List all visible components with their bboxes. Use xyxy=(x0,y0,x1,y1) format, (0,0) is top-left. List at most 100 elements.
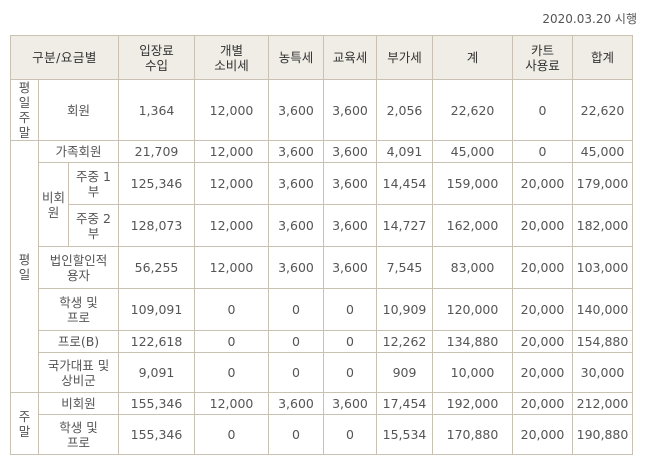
cell-subtotal: 162,000 xyxy=(432,204,513,247)
cell-education-tax: 0 xyxy=(323,330,377,353)
cell-special-tax: 3,600 xyxy=(268,204,324,247)
cell-excise: 0 xyxy=(194,352,269,393)
fee-table: 구분/요금별 입장료 수입 개별 소비세 농특세 교육세 부가세 계 카트 사용… xyxy=(10,35,633,455)
cell-total: 212,000 xyxy=(572,392,633,415)
cell-subtotal: 120,000 xyxy=(432,288,513,331)
cell-vat: 2,056 xyxy=(376,79,433,141)
header-subtotal: 계 xyxy=(432,35,513,80)
cell-education-tax: 3,600 xyxy=(323,246,377,289)
cell-excise: 12,000 xyxy=(194,140,269,163)
table-row: 국가대표 및 상비군 9,091 0 0 0 909 10,000 20,000… xyxy=(11,352,633,393)
cell-subtotal: 170,880 xyxy=(432,414,513,455)
cell-excise: 12,000 xyxy=(194,79,269,141)
cell-vat: 909 xyxy=(376,352,433,393)
table-row: 법인할인적 용자 56,255 12,000 3,600 3,600 7,545… xyxy=(11,246,633,289)
header-admission: 입장료 수입 xyxy=(118,35,195,80)
cell-total: 154,880 xyxy=(572,330,633,353)
cell-total: 182,000 xyxy=(572,204,633,247)
cell-total: 30,000 xyxy=(572,352,633,393)
cell-subtotal: 45,000 xyxy=(432,140,513,163)
cell-vat: 7,545 xyxy=(376,246,433,289)
table-row: 학생 및 프로 109,091 0 0 0 10,909 120,000 20,… xyxy=(11,288,633,331)
header-special-tax: 농특세 xyxy=(268,35,324,80)
header-total: 합계 xyxy=(572,35,633,80)
row-label: 가족회원 xyxy=(38,140,119,163)
cell-subtotal: 10,000 xyxy=(432,352,513,393)
table-row: 평일 가족회원 21,709 12,000 3,600 3,600 4,091 … xyxy=(10,140,633,393)
cell-cart-fee: 0 xyxy=(512,79,573,141)
row-label: 학생 및 프로 xyxy=(38,414,119,455)
cell-excise: 0 xyxy=(194,330,269,353)
cell-admission: 1,364 xyxy=(118,79,195,141)
cell-vat: 10,909 xyxy=(376,288,433,331)
header-cart-fee: 카트 사용료 xyxy=(512,35,573,80)
cell-special-tax: 3,600 xyxy=(268,392,324,415)
row-label: 학생 및 프로 xyxy=(38,288,119,331)
cell-special-tax: 3,600 xyxy=(268,246,324,289)
header-education-tax: 교육세 xyxy=(323,35,377,80)
cell-admission: 109,091 xyxy=(118,288,195,331)
cell-excise: 12,000 xyxy=(194,162,269,205)
cell-admission: 125,346 xyxy=(118,162,195,205)
header-category: 구분/요금별 xyxy=(10,35,119,80)
cell-excise: 12,000 xyxy=(194,204,269,247)
group-weekend: 주말 xyxy=(10,392,39,455)
cell-special-tax: 3,600 xyxy=(268,162,324,205)
effective-date: 2020.03.20 시행 xyxy=(542,12,637,26)
group-weekday-weekend: 평일 주말 xyxy=(10,79,39,141)
cell-admission: 155,346 xyxy=(118,414,195,455)
row-label: 국가대표 및 상비군 xyxy=(38,352,119,393)
cell-excise: 0 xyxy=(194,288,269,331)
cell-admission: 56,255 xyxy=(118,246,195,289)
cell-admission: 155,346 xyxy=(118,392,195,415)
table-row: 주중 2 부 128,073 12,000 3,600 3,600 14,727… xyxy=(11,204,633,247)
cell-vat: 17,454 xyxy=(376,392,433,415)
cell-excise: 0 xyxy=(194,414,269,455)
cell-cart-fee: 20,000 xyxy=(512,162,573,205)
cell-excise: 12,000 xyxy=(194,246,269,289)
cell-cart-fee: 20,000 xyxy=(512,246,573,289)
row-label: 법인할인적 용자 xyxy=(38,246,119,289)
cell-admission: 9,091 xyxy=(118,352,195,393)
cell-education-tax: 0 xyxy=(323,352,377,393)
cell-special-tax: 0 xyxy=(268,352,324,393)
row-label: 주중 1 부 xyxy=(68,162,119,205)
cell-vat: 12,262 xyxy=(376,330,433,353)
cell-subtotal: 22,620 xyxy=(432,79,513,141)
group-non-member: 비회 원 xyxy=(38,162,69,247)
cell-total: 103,000 xyxy=(572,246,633,289)
cell-subtotal: 83,000 xyxy=(432,246,513,289)
cell-total: 45,000 xyxy=(572,140,633,163)
table-row: 비회 원 주중 1 부 125,346 12,000 3,600 3,600 1… xyxy=(11,162,633,247)
cell-special-tax: 0 xyxy=(268,414,324,455)
cell-special-tax: 3,600 xyxy=(268,79,324,141)
cell-special-tax: 0 xyxy=(268,330,324,353)
cell-subtotal: 134,880 xyxy=(432,330,513,353)
cell-vat: 4,091 xyxy=(376,140,433,163)
cell-cart-fee: 20,000 xyxy=(512,288,573,331)
cell-cart-fee: 20,000 xyxy=(512,330,573,353)
cell-total: 190,880 xyxy=(572,414,633,455)
fee-table-page: 2020.03.20 시행 구분/요금별 입장료 수입 개별 소비세 농특세 교… xyxy=(10,12,637,455)
cell-vat: 14,454 xyxy=(376,162,433,205)
cell-total: 140,000 xyxy=(572,288,633,331)
row-label: 회원 xyxy=(38,79,119,141)
row-label: 프로(B) xyxy=(38,330,119,353)
cell-excise: 12,000 xyxy=(194,392,269,415)
cell-cart-fee: 20,000 xyxy=(512,352,573,393)
cell-education-tax: 3,600 xyxy=(323,79,377,141)
header-excise: 개별 소비세 xyxy=(194,35,269,80)
cell-education-tax: 3,600 xyxy=(323,162,377,205)
cell-admission: 122,618 xyxy=(118,330,195,353)
cell-special-tax: 3,600 xyxy=(268,140,324,163)
row-label: 주중 2 부 xyxy=(68,204,119,247)
cell-subtotal: 192,000 xyxy=(432,392,513,415)
table-row: 주말 비회원 155,346 12,000 3,600 3,600 17,454… xyxy=(10,392,633,455)
cell-admission: 128,073 xyxy=(118,204,195,247)
header-row: 구분/요금별 입장료 수입 개별 소비세 농특세 교육세 부가세 계 카트 사용… xyxy=(10,35,633,80)
cell-admission: 21,709 xyxy=(118,140,195,163)
group-weekday: 평일 xyxy=(10,140,39,393)
cell-education-tax: 0 xyxy=(323,288,377,331)
table-row: 학생 및 프로 155,346 0 0 0 15,534 170,880 20,… xyxy=(11,414,633,455)
cell-education-tax: 3,600 xyxy=(323,392,377,415)
